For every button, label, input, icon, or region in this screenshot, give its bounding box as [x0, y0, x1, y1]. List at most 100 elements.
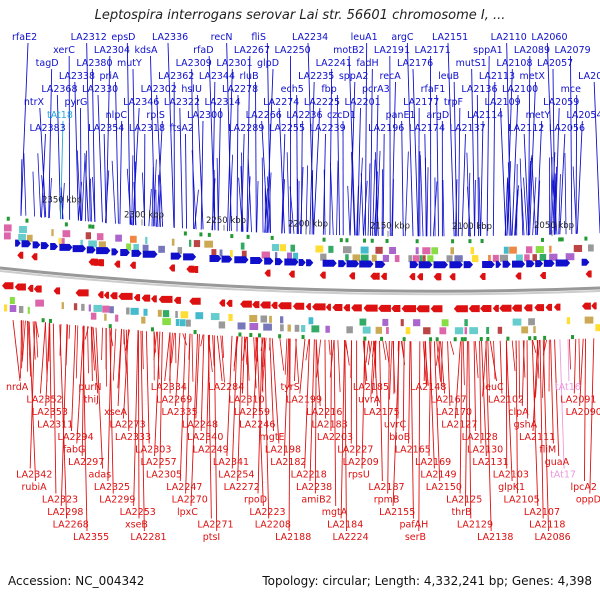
forward-gene-label[interactable]: tAt18 [47, 110, 73, 121]
reverse-gene-label[interactable]: LA2323 [42, 495, 78, 506]
reverse-gene-label[interactable]: LA2090 [566, 407, 600, 418]
reverse-gene-label[interactable]: adas [89, 470, 112, 481]
forward-gene-label[interactable]: mutS1 [456, 58, 487, 69]
reverse-gene-label[interactable]: LA2305 [146, 470, 182, 481]
forward-gene-label[interactable]: pyrG [65, 97, 88, 108]
forward-gene-label[interactable]: LA2318 [129, 123, 165, 134]
reverse-gene-label[interactable]: thrB [451, 507, 471, 518]
reverse-gene-label[interactable]: LA2198 [265, 445, 301, 456]
forward-gene-label[interactable]: LA2110 [491, 32, 527, 43]
forward-gene-label[interactable]: LA2309 [176, 58, 212, 69]
reverse-gene-label[interactable]: LA2246 [239, 420, 275, 431]
forward-gene-label[interactable]: rfaD [193, 45, 213, 56]
reverse-gene-label[interactable]: LA2208 [255, 520, 291, 531]
forward-gene-label[interactable]: LA2368 [41, 84, 77, 95]
forward-gene-label[interactable]: LA2100 [502, 84, 538, 95]
reverse-gene-label[interactable]: LA2257 [141, 457, 177, 468]
reverse-gene-label[interactable]: LA2248 [182, 420, 218, 431]
reverse-gene-label[interactable]: LA2303 [135, 445, 171, 456]
forward-gene-label[interactable]: LA2060 [531, 32, 567, 43]
forward-gene-label[interactable]: LA2054 [566, 110, 600, 121]
forward-gene-label[interactable]: kdsA [135, 45, 158, 56]
reverse-gene-label[interactable]: LA2340 [187, 432, 223, 443]
reverse-gene-label[interactable]: LA2224 [332, 532, 368, 543]
reverse-gene-label[interactable]: LA2138 [477, 532, 513, 543]
reverse-gene-label[interactable]: LA2125 [446, 495, 482, 506]
reverse-gene-label[interactable]: LA2271 [197, 520, 233, 531]
reverse-gene-label[interactable]: LA2102 [488, 395, 524, 406]
forward-gene-label[interactable]: glpD [257, 58, 279, 69]
reverse-gene-label[interactable]: LA2107 [524, 507, 560, 518]
reverse-gene-label[interactable]: LA2185 [353, 382, 389, 393]
forward-gene-label[interactable]: epsD [111, 32, 135, 43]
reverse-gene-label[interactable]: LA2105 [503, 495, 539, 506]
reverse-gene-label[interactable]: LA2091 [560, 395, 596, 406]
reverse-gene-label[interactable]: LA2254 [218, 470, 254, 481]
reverse-gene-label[interactable]: mgtE [260, 432, 285, 443]
forward-gene-label[interactable]: LA2109 [485, 97, 521, 108]
forward-gene-label[interactable]: fliS [251, 32, 266, 43]
forward-gene-label[interactable]: LA2108 [496, 58, 532, 69]
reverse-gene-label[interactable]: LA2333 [115, 432, 151, 443]
forward-gene-label[interactable]: trpF [444, 97, 463, 108]
reverse-gene-label[interactable]: rpsU [348, 470, 370, 481]
forward-gene-label[interactable]: LA2354 [88, 123, 124, 134]
reverse-gene-label[interactable]: LA2148 [410, 382, 446, 393]
reverse-gene-label[interactable]: LA2169 [415, 457, 451, 468]
reverse-gene-label[interactable]: LA2310 [228, 395, 264, 406]
forward-gene-label[interactable]: rplS [146, 110, 165, 121]
forward-gene-label[interactable]: LA2201 [345, 97, 381, 108]
reverse-gene-label[interactable]: LA2165 [395, 445, 431, 456]
forward-gene-label[interactable]: LA2250 [275, 45, 311, 56]
reverse-gene-label[interactable]: tAt17 [550, 470, 576, 481]
reverse-gene-label[interactable]: LA2249 [193, 445, 229, 456]
forward-gene-label[interactable]: czcD1 [327, 110, 356, 121]
forward-gene-label[interactable]: LA2344 [199, 71, 235, 82]
reverse-gene-label[interactable]: amiB2 [301, 495, 331, 506]
forward-gene-label[interactable]: fbp [321, 84, 336, 95]
forward-gene-label[interactable]: LA2383 [30, 123, 66, 134]
reverse-gene-label[interactable]: purN [78, 382, 101, 393]
reverse-gene-label[interactable]: tAt16 [555, 382, 581, 393]
forward-gene-label[interactable]: LA2151 [432, 32, 468, 43]
forward-gene-label[interactable]: tagD [36, 58, 59, 69]
forward-gene-label[interactable]: metY [526, 110, 551, 121]
reverse-gene-label[interactable]: LA2155 [379, 507, 415, 518]
reverse-gene-label[interactable]: tyrS [280, 382, 299, 393]
forward-gene-label[interactable]: LA2380 [76, 58, 112, 69]
forward-gene-label[interactable]: LA2113 [479, 71, 515, 82]
forward-gene-label[interactable]: ntrX [24, 97, 45, 108]
reverse-gene-label[interactable]: LA2311 [37, 420, 73, 431]
forward-gene-label[interactable]: leuB [438, 71, 459, 82]
forward-gene-label[interactable]: nlpC [106, 110, 128, 121]
reverse-gene-label[interactable]: LA2175 [364, 407, 400, 418]
reverse-gene-label[interactable]: rubiA [22, 482, 48, 493]
reverse-gene-label[interactable]: fabG [63, 445, 86, 456]
forward-gene-label[interactable]: LA2274 [263, 97, 299, 108]
reverse-gene-label[interactable]: xseB [125, 520, 148, 531]
forward-gene-label[interactable]: LA2176 [397, 58, 433, 69]
reverse-gene-label[interactable]: LA2118 [529, 520, 565, 531]
forward-gene-label[interactable]: LA2112 [508, 123, 544, 134]
forward-gene-label[interactable]: LA2266 [246, 110, 282, 121]
forward-gene-label[interactable]: recA [380, 71, 402, 82]
reverse-gene-label[interactable]: LA2167 [431, 395, 467, 406]
reverse-gene-label[interactable]: LA2342 [16, 470, 52, 481]
reverse-gene-label[interactable]: LA2188 [275, 532, 311, 543]
reverse-gene-label[interactable]: LA2209 [343, 457, 379, 468]
forward-gene-label[interactable]: ech5 [281, 84, 304, 95]
reverse-gene-label[interactable]: LA2299 [99, 495, 135, 506]
forward-gene-label[interactable]: LA2314 [205, 97, 241, 108]
forward-gene-label[interactable]: LA2174 [409, 123, 445, 134]
reverse-gene-label[interactable]: LA2294 [57, 432, 93, 443]
forward-gene-label[interactable]: rfaE2 [12, 32, 37, 43]
reverse-gene-label[interactable]: uvrC [384, 420, 407, 431]
forward-gene-label[interactable]: argC [391, 32, 414, 43]
forward-gene-label[interactable]: metX [520, 71, 546, 82]
forward-gene-label[interactable]: hslU [181, 84, 202, 95]
forward-gene-label[interactable]: argD [426, 110, 449, 121]
reverse-gene-label[interactable]: guaA [545, 457, 570, 468]
reverse-gene-label[interactable]: fliM [539, 445, 556, 456]
forward-gene-label[interactable]: LA2239 [310, 123, 346, 134]
forward-gene-label[interactable]: sppA1 [473, 45, 503, 56]
